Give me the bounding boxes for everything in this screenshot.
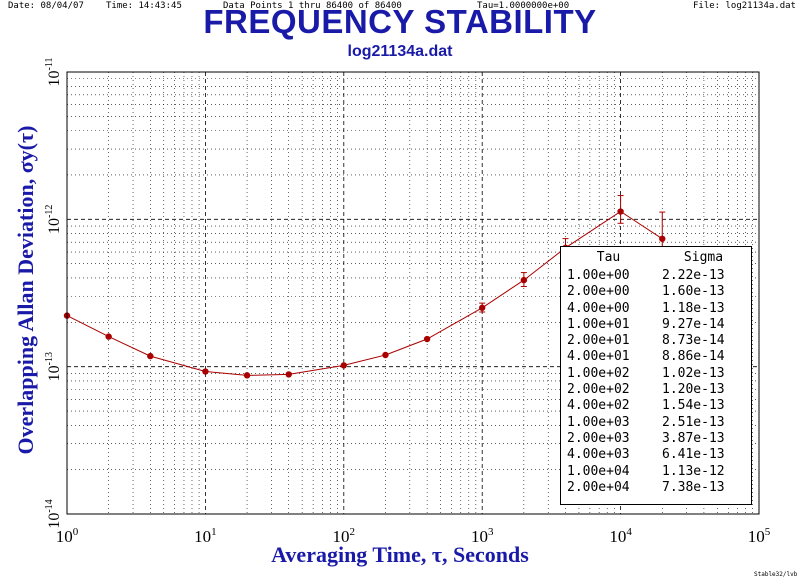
table-cell-sigma: 2.51e-13 — [662, 414, 725, 430]
y-tick-label: 10-13 — [44, 352, 63, 381]
data-point — [479, 304, 486, 311]
data-point — [382, 351, 389, 359]
table-row: 4.00e+01 8.86e-14 — [561, 349, 751, 365]
table-row: 2.00e+04 7.38e-13 — [561, 480, 751, 496]
table-cell-sigma: 1.13e-12 — [662, 463, 725, 479]
data-point — [147, 352, 154, 360]
data-point — [659, 235, 666, 242]
x-tick-label: 101 — [194, 526, 217, 546]
table-cell-sigma: 1.02e-13 — [662, 365, 725, 381]
table-row: 1.00e+03 2.51e-13 — [561, 415, 751, 431]
x-tick-label: 105 — [748, 526, 771, 546]
data-point — [423, 335, 431, 343]
table-cell-tau: 4.00e+00 — [567, 300, 630, 316]
table-row: 2.00e+03 3.87e-13 — [561, 431, 751, 447]
x-tick-label: 100 — [56, 526, 79, 546]
table-cell-sigma: 8.86e-14 — [662, 349, 725, 365]
table-row: 2.00e+00 1.60e-13 — [561, 284, 751, 300]
data-point — [340, 362, 347, 369]
y-axis-label: Overlapping Allan Deviation, σy(τ) — [13, 125, 38, 455]
table-cell-sigma: 1.20e-13 — [662, 382, 725, 398]
table-cell-tau: 1.00e+01 — [567, 316, 630, 332]
x-tick-label: 104 — [609, 526, 632, 546]
y-tick-label: 10-11 — [44, 58, 63, 87]
table-cell-tau: 2.00e+03 — [567, 430, 630, 446]
table-cell-tau: 4.00e+02 — [567, 398, 630, 414]
header-file: File: log21134a.dat — [693, 1, 796, 11]
table-header-sigma: Sigma — [683, 250, 724, 265]
y-tick-text: 10-11 — [44, 58, 63, 87]
table-cell-sigma: 1.18e-13 — [662, 300, 725, 316]
series-line — [66, 210, 663, 376]
plot-border — [66, 71, 760, 515]
table-cell-tau: 1.00e+04 — [567, 463, 630, 479]
table-cell-tau: 2.00e+01 — [567, 333, 630, 349]
data-point — [105, 333, 112, 340]
table-cell-tau: 1.00e+02 — [567, 365, 630, 381]
table-row: 2.00e+02 1.20e-13 — [561, 382, 751, 398]
table-row: 4.00e+03 6.41e-13 — [561, 447, 751, 463]
table-cell-sigma: 9.27e-14 — [662, 316, 725, 332]
table-cell-sigma: 2.22e-13 — [662, 268, 725, 283]
table-cell-sigma: 1.60e-13 — [662, 284, 725, 300]
footnote: Stable32/lvb — [754, 571, 798, 578]
data-table: Tau Sigma 1.00e+00 2.22e-13 2.00e+00 1.60e-… — [560, 246, 752, 505]
chart-title: FREQUENCY STABILITY — [203, 3, 597, 40]
table-row: 1.00e+00 2.22e-13 — [561, 268, 751, 284]
x-axis-label: Averaging Time, τ, Seconds — [271, 542, 529, 567]
table-cell-sigma: 1.54e-13 — [662, 398, 725, 414]
table-cell-sigma: 8.73e-14 — [662, 333, 725, 349]
x-tick-label: 103 — [471, 526, 494, 546]
table-cell-tau: 1.00e+03 — [567, 414, 630, 430]
y-tick-label: 10-12 — [44, 205, 63, 234]
table-cell-sigma: 7.38e-13 — [662, 479, 725, 495]
table-row: 2.00e+01 8.73e-14 — [561, 333, 751, 349]
axes: 100 101 102 103 104 105 10-14 10-13 10-12 10-11 — [44, 58, 771, 546]
table-cell-sigma: 6.41e-13 — [662, 447, 725, 463]
y-tick-label: 10-14 — [44, 499, 63, 528]
table-cell-tau: 4.00e+01 — [567, 349, 630, 365]
table-cell-sigma: 3.87e-13 — [662, 430, 725, 446]
chart-subtitle: log21134a.dat — [347, 43, 453, 60]
table-row: 1.00e+01 9.27e-14 — [561, 317, 751, 333]
table-cell-tau: 2.00e+00 — [567, 284, 630, 300]
table-header-tau: Tau — [596, 250, 621, 265]
header-date: Date: 08/04/07 — [8, 1, 84, 11]
data-point — [243, 372, 251, 379]
table-cell-tau: 2.00e+02 — [567, 382, 630, 398]
data-point — [285, 371, 292, 378]
header-time: Time: 14:43:45 — [106, 1, 182, 11]
table-header: Tau Sigma — [561, 247, 751, 268]
table-cell-tau: 1.00e+00 — [567, 268, 630, 283]
table-row: 4.00e+00 1.18e-13 — [561, 301, 751, 317]
header-points: Data Points 1 thru 86400 of 86400 — [223, 1, 402, 11]
header-tau: Tau=1.0000000e+00 — [477, 1, 570, 11]
table-cell-tau: 2.00e+04 — [567, 479, 630, 495]
table-row: 1.00e+04 1.13e-12 — [561, 464, 751, 480]
y-tick-text: 10-14 — [44, 499, 63, 528]
y-tick-text: 10-13 — [44, 352, 63, 381]
data-point — [520, 276, 528, 284]
data-point — [617, 208, 624, 215]
x-tick-label: 102 — [333, 526, 356, 546]
table-row: 1.00e+02 1.02e-13 — [561, 366, 751, 382]
data-point — [202, 368, 209, 375]
table-row: 4.00e+02 1.54e-13 — [561, 398, 751, 414]
table-cell-tau: 4.00e+03 — [567, 447, 630, 463]
table-body: 1.00e+00 2.22e-13 2.00e+00 1.60e-13 4.00e+00… — [561, 268, 751, 496]
y-tick-text: 10-12 — [44, 205, 63, 234]
